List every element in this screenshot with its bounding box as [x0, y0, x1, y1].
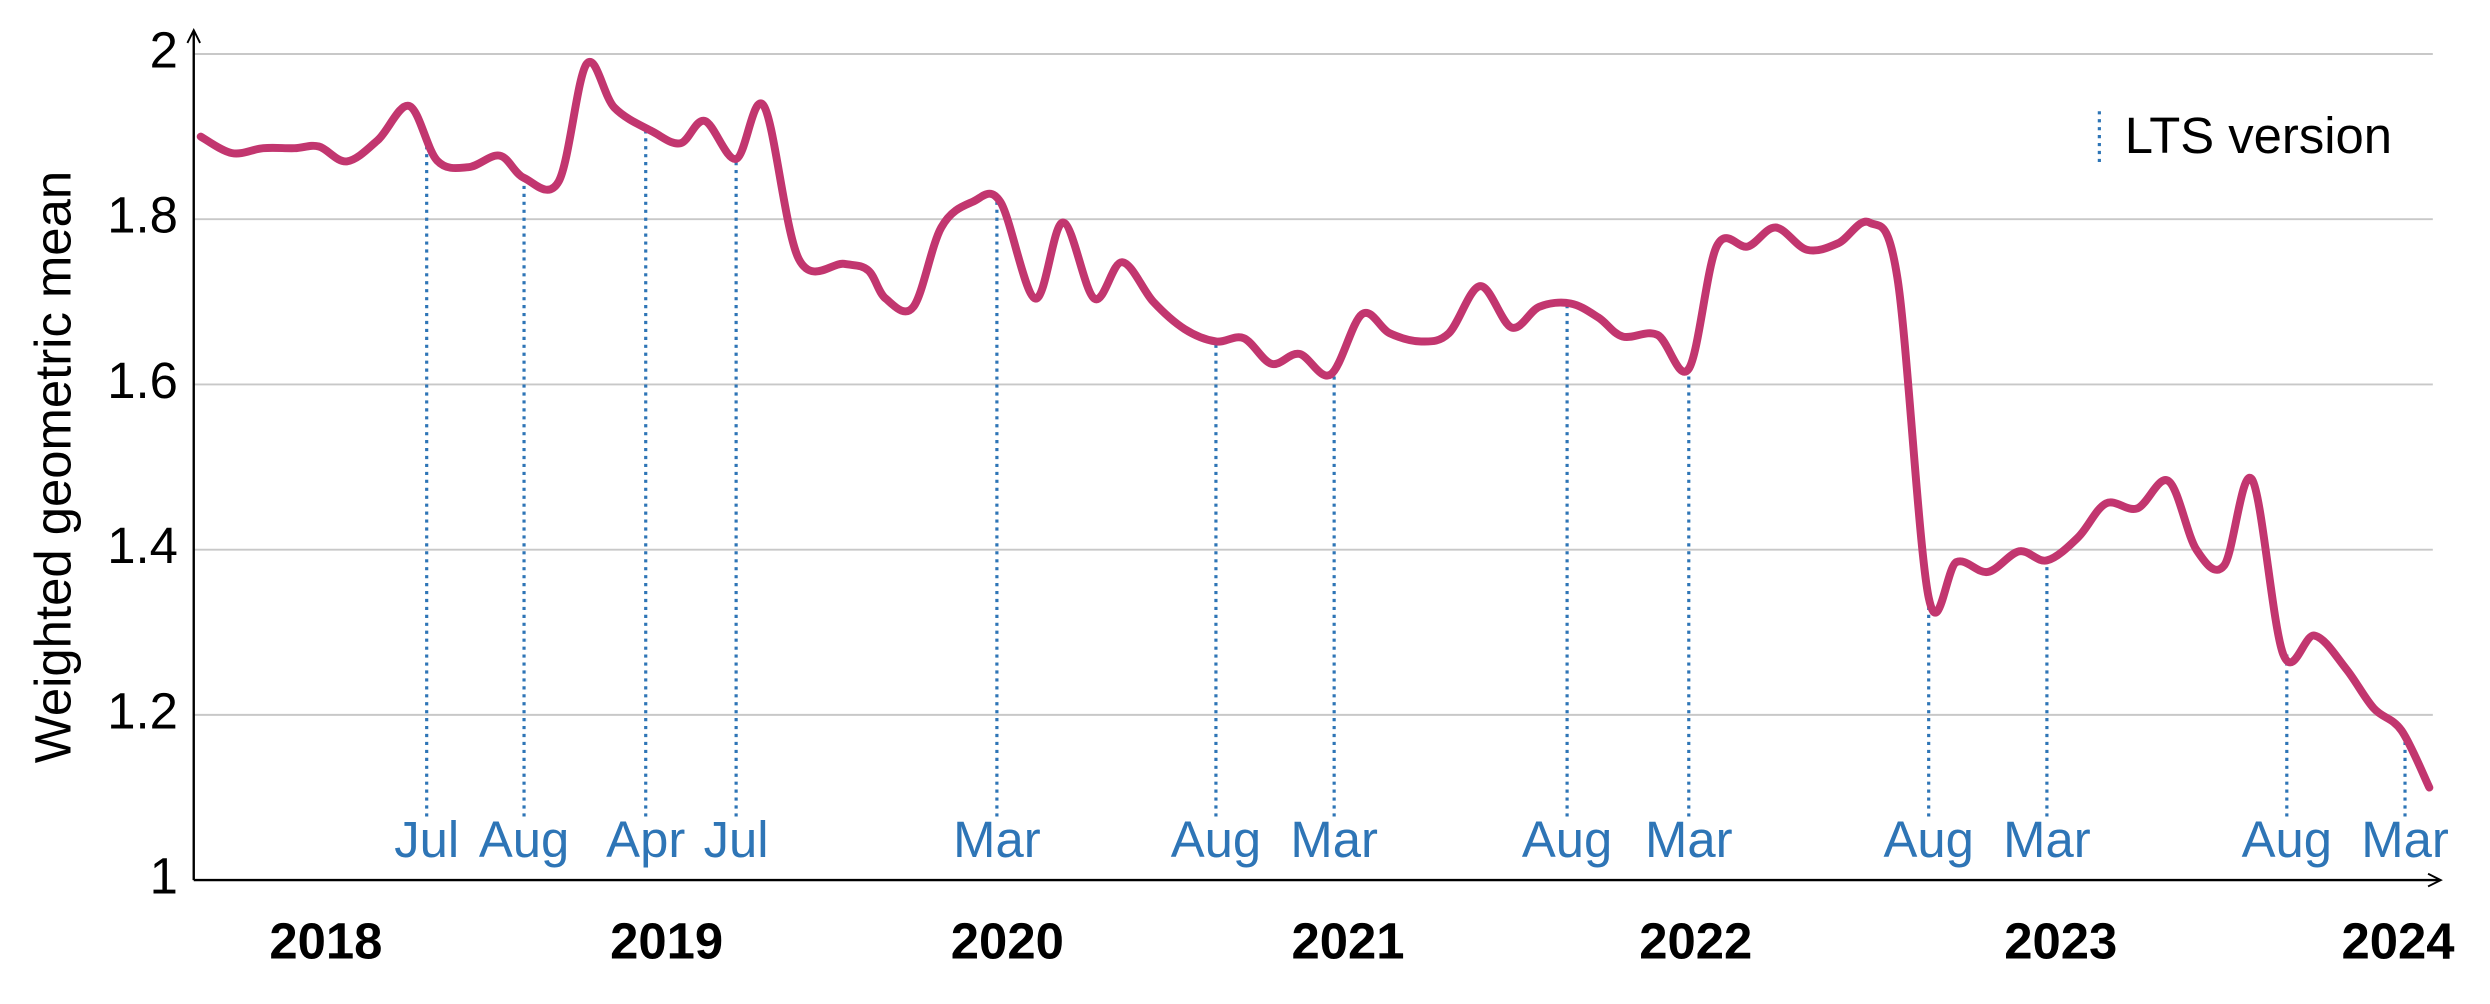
lts-label: Apr: [606, 811, 685, 868]
y-axis-arrow: [186, 28, 201, 44]
x-tick-label: 2021: [1292, 913, 1405, 970]
lts-label: Mar: [2003, 811, 2091, 868]
lts-label: Jul: [394, 811, 459, 868]
y-tick-label: 2: [150, 21, 178, 78]
y-tick-label: 1.8: [107, 187, 178, 244]
lts-label: Jul: [704, 811, 769, 868]
x-tick-label: 2019: [610, 913, 723, 970]
lts-label: Mar: [953, 811, 1041, 868]
y-tick-label: 1.4: [107, 517, 178, 574]
x-tick-label: 2023: [2004, 913, 2117, 970]
y-tick-label: 1.2: [107, 682, 178, 739]
x-tick-label: 2018: [269, 913, 382, 970]
x-tick-label: 2020: [951, 913, 1064, 970]
lts-label: Aug: [1883, 811, 1973, 868]
lts-label: Aug: [2242, 811, 2332, 868]
legend-label: LTS version: [2125, 107, 2392, 164]
lts-label: Aug: [1522, 811, 1612, 868]
y-axis-label: Weighted geometric mean: [25, 171, 82, 763]
data-line: [196, 57, 2434, 792]
y-tick-label: 1.6: [107, 352, 178, 409]
x-tick-label: 2024: [2342, 913, 2455, 970]
lts-label: Aug: [1171, 811, 1261, 868]
lts-label: Mar: [1290, 811, 1378, 868]
x-axis-arrow: [2427, 872, 2443, 888]
lts-label: Aug: [479, 811, 569, 868]
lts-label: Mar: [1645, 811, 1733, 868]
y-tick-label: 1: [150, 848, 178, 905]
lts-label: Mar: [2361, 811, 2449, 868]
x-tick-label: 2022: [1639, 913, 1752, 970]
